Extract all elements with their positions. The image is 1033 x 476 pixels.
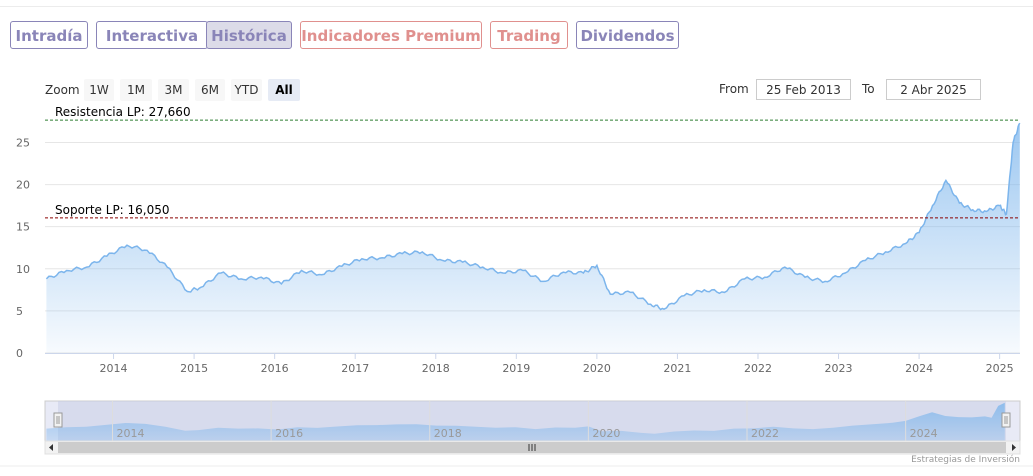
x-tick-label: 2022 <box>744 362 772 375</box>
navigator-handle-left[interactable] <box>53 412 63 428</box>
navigator-tick-label: 2020 <box>592 427 620 440</box>
navigator-tick-label: 2018 <box>434 427 462 440</box>
x-tick-label: 2021 <box>663 362 691 375</box>
tab-histórica[interactable]: Histórica <box>206 21 292 49</box>
scroll-left-arrow-icon[interactable] <box>49 444 53 451</box>
annotation-label: Soporte LP: 16,050 <box>55 203 170 217</box>
to-label: To <box>862 82 875 96</box>
x-tick-label: 2019 <box>502 362 530 375</box>
series-line[interactable] <box>45 122 1021 311</box>
zoom-button-1m[interactable]: 1M <box>120 79 152 101</box>
navigator-tick-label: 2022 <box>751 427 779 440</box>
y-tick-label: 5 <box>16 305 23 318</box>
y-tick-label: 0 <box>16 347 23 360</box>
navigator-handle-right[interactable] <box>1001 412 1011 428</box>
x-tick-label: 2024 <box>905 362 933 375</box>
zoom-button-1w[interactable]: 1W <box>84 79 114 101</box>
y-tick-label: 20 <box>16 179 30 192</box>
navigator-tick-label: 2014 <box>116 427 144 440</box>
tab-trading[interactable]: Trading <box>490 21 568 49</box>
x-tick-label: 2015 <box>180 362 208 375</box>
x-tick-label: 2017 <box>341 362 369 375</box>
tab-interactiva[interactable]: Interactiva <box>96 21 208 49</box>
zoom-button-6m[interactable]: 6M <box>195 79 225 101</box>
x-tick-label: 2016 <box>261 362 289 375</box>
x-tick-label: 2020 <box>583 362 611 375</box>
x-tick-label: 2025 <box>986 362 1014 375</box>
zoom-button-all[interactable]: All <box>268 79 300 101</box>
x-tick-label: 2014 <box>100 362 128 375</box>
navigator-series <box>46 402 1005 441</box>
zoom-button-ytd[interactable]: YTD <box>231 79 262 101</box>
navigator-tick-label: 2016 <box>275 427 303 440</box>
from-label: From <box>719 82 749 96</box>
series-area <box>46 123 1020 353</box>
scroll-right-arrow-icon[interactable] <box>1012 444 1016 451</box>
zoom-label: Zoom <box>45 83 80 97</box>
zoom-button-3m[interactable]: 3M <box>158 79 189 101</box>
from-date-input[interactable]: 25 Feb 2013 <box>756 79 851 100</box>
navigator-tick-label: 2024 <box>910 427 938 440</box>
annotation-label: Resistencia LP: 27,660 <box>55 105 191 119</box>
y-tick-label: 25 <box>16 136 30 149</box>
top-divider <box>0 6 1033 7</box>
y-tick-label: 15 <box>16 221 30 234</box>
tab-intradía[interactable]: Intradía <box>10 21 88 49</box>
credit-link[interactable]: Estrategias de Inversión <box>911 455 1020 465</box>
x-tick-label: 2023 <box>825 362 853 375</box>
to-date-input[interactable]: 2 Abr 2025 <box>886 79 981 100</box>
x-tick-label: 2018 <box>422 362 450 375</box>
tab-indicadores-premium[interactable]: Indicadores Premium <box>300 21 482 49</box>
y-tick-label: 10 <box>16 263 30 276</box>
tab-dividendos[interactable]: Dividendos <box>576 21 679 49</box>
